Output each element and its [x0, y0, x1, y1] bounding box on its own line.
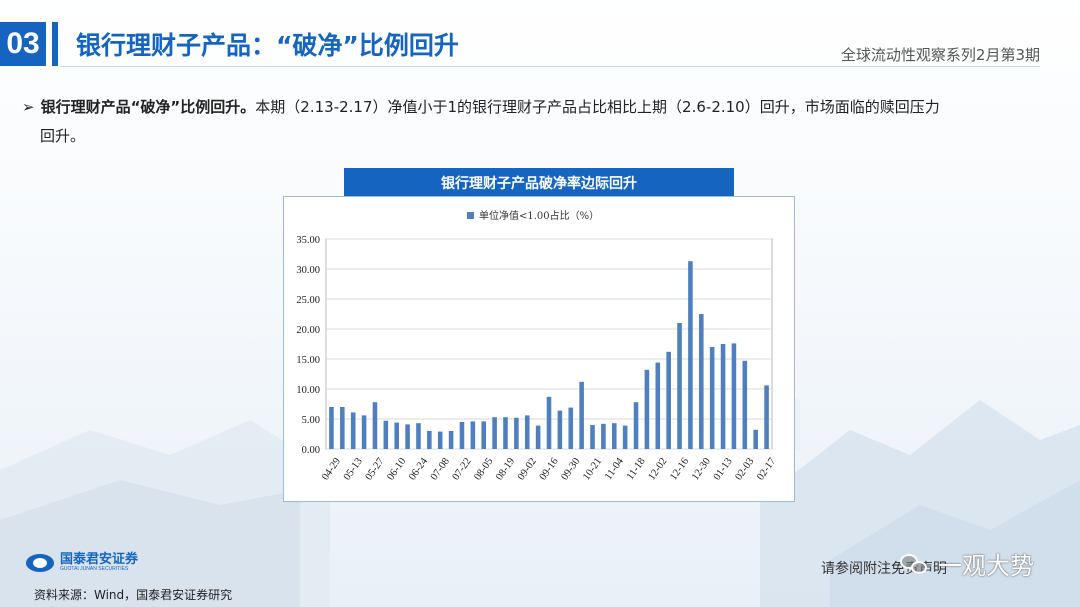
bar — [622, 425, 628, 449]
bar — [394, 422, 399, 449]
bullet-text-continued: 回升。 — [40, 127, 86, 145]
bar — [383, 420, 389, 449]
y-tick-label: 30.00 — [296, 265, 320, 276]
chart-title: 银行理财子产品破净率边际回升 — [344, 168, 734, 198]
bar — [372, 402, 378, 449]
x-tick-label: 11-04 — [603, 455, 626, 482]
bar — [731, 343, 737, 449]
bar — [492, 417, 497, 449]
bar — [416, 423, 421, 449]
bar — [524, 415, 530, 449]
y-tick-label: 0.00 — [302, 445, 320, 456]
bar — [601, 423, 606, 449]
bar — [720, 344, 726, 449]
bar — [329, 407, 334, 449]
x-tick-label: 05-13 — [342, 456, 365, 482]
bar — [503, 417, 508, 449]
bar — [644, 369, 650, 449]
logo-icon — [26, 554, 54, 572]
x-tick-label: 08-05 — [472, 456, 495, 482]
bar — [437, 431, 443, 449]
x-tick-label: 08-19 — [494, 456, 517, 482]
bar — [753, 429, 758, 449]
x-tick-label: 04-29 — [320, 456, 343, 482]
bar — [633, 402, 639, 449]
bar — [459, 422, 465, 449]
x-tick-label: 12-16 — [668, 456, 691, 482]
bar — [405, 424, 410, 449]
y-tick-label: 25.00 — [296, 295, 320, 306]
bar — [546, 396, 552, 449]
bar — [514, 417, 519, 449]
bar — [742, 360, 748, 449]
logo-english-name: GUOTAI JUNAN SECURITIES — [60, 566, 129, 572]
bar — [688, 261, 693, 449]
bullet-text: 本期（2.13-2.17）净值小于1的银行理财子产品占比相比上期（2.6-2.1… — [255, 98, 940, 116]
bullet-lead: 银行理财产品“破净”比例回升。 — [40, 98, 256, 116]
x-tick-label: 02-17 — [755, 456, 778, 482]
bar — [427, 431, 432, 449]
x-tick-label: 09-16 — [538, 456, 561, 482]
x-tick-label: 06-24 — [407, 455, 430, 482]
x-tick-label: 12-02 — [646, 456, 669, 482]
x-tick-label: 06-10 — [385, 456, 408, 482]
watermark: 一观大势 — [900, 546, 1034, 581]
bar — [448, 431, 454, 449]
bar — [350, 412, 356, 449]
bullet-arrow-icon: ➢ — [22, 98, 35, 116]
x-tick-label: 09-02 — [516, 456, 539, 482]
legend-label: 单位净值<1.00占比（%） — [479, 209, 599, 222]
legend-swatch — [467, 212, 474, 219]
logo-name: 国泰君安证券 — [60, 552, 139, 567]
x-tick-label: 02-03 — [733, 456, 756, 482]
bar — [535, 425, 541, 449]
x-tick-label: 12-30 — [690, 456, 713, 482]
bar — [470, 421, 476, 449]
wechat-icon — [900, 552, 930, 576]
bar — [481, 421, 487, 449]
x-tick-label: 07-08 — [429, 456, 452, 482]
page-title: 银行理财子产品：“破净”比例回升 — [76, 31, 459, 60]
bar — [666, 351, 671, 449]
bar — [611, 423, 617, 449]
bar — [709, 347, 715, 449]
bullet-paragraph: ➢ 银行理财产品“破净”比例回升。本期（2.13-2.17）净值小于1的银行理财子… — [22, 93, 1042, 151]
bar — [699, 314, 704, 449]
bar — [361, 415, 367, 449]
y-tick-label: 15.00 — [296, 355, 320, 366]
header-divider — [60, 66, 1040, 67]
bar — [590, 425, 595, 449]
y-tick-label: 5.00 — [302, 415, 320, 426]
y-tick-label: 35.00 — [296, 235, 320, 246]
chart-container: 单位净值<1.00占比（%） 0.00 5.00 10.00 15.00 20.00 25.… — [283, 196, 795, 502]
series-label: 全球流动性观察系列2月第3期 — [840, 46, 1040, 64]
y-tick-label: 10.00 — [296, 385, 320, 396]
title-accent-bar — [52, 22, 58, 66]
x-tick-label: 10-21 — [581, 456, 604, 482]
x-tick-label: 09-30 — [559, 456, 582, 482]
bar — [557, 410, 563, 449]
watermark-text: 一观大势 — [938, 552, 1034, 580]
bar-chart: 单位净值<1.00占比（%） 0.00 5.00 10.00 15.00 20.00 25.… — [296, 209, 778, 482]
bar — [677, 323, 682, 449]
x-tick-label: 11-18 — [625, 456, 648, 482]
bar — [340, 407, 345, 449]
x-tick-label: 05-27 — [364, 456, 387, 482]
bar — [568, 407, 574, 449]
bar — [579, 381, 584, 449]
x-tick-label: 01-13 — [712, 456, 735, 482]
y-tick-label: 20.00 — [296, 325, 320, 336]
data-source: 资料来源：Wind，国泰君安证券研究 — [34, 588, 233, 602]
section-number: 03 — [0, 22, 46, 66]
x-tick-label: 07-22 — [451, 456, 474, 482]
bar — [655, 362, 661, 449]
company-logo: 国泰君安证券 GUOTAI JUNAN SECURITIES — [26, 553, 138, 573]
bar — [764, 385, 769, 449]
